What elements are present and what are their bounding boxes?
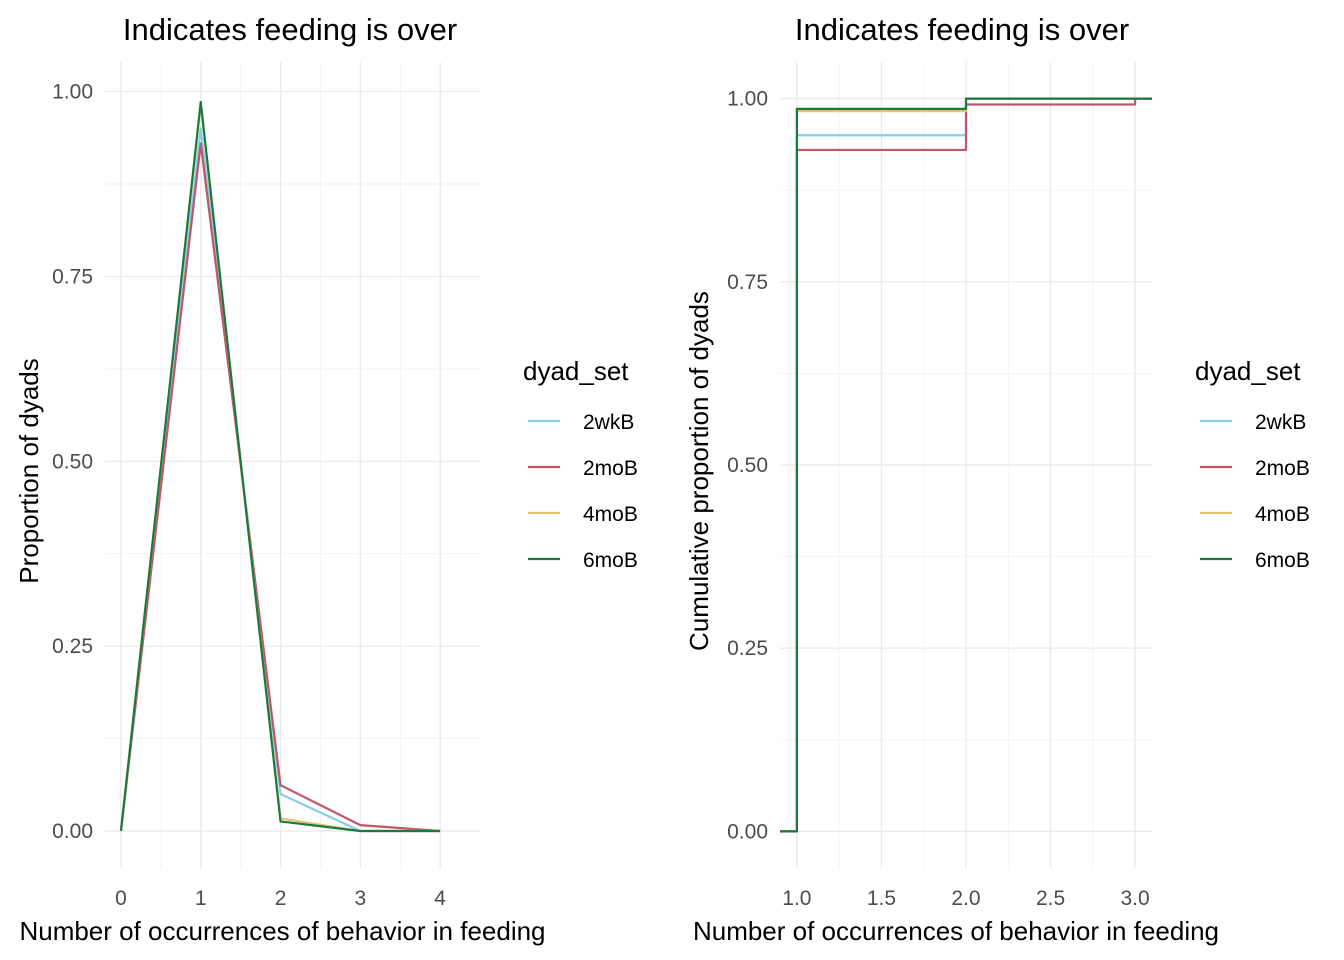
chart-title: Indicates feeding is over [123,12,457,47]
x-tick-label: 3 [354,887,366,910]
legend-label: 2moB [1255,457,1310,480]
y-tick-label: 0.00 [52,820,93,843]
legend-item-2moB: 2moB [528,457,638,480]
tick-labels: 0 1 2 3 4 0.00 0.25 0.50 0.75 1.00 [52,81,446,910]
series-line-6moB [780,97,1152,833]
series-lines [119,100,441,833]
x-tick-label: 1 [195,887,207,910]
legend-label: 2moB [583,457,638,480]
legend-label: 4moB [583,503,638,526]
chart-panel-1: 0 1 2 3 4 0.00 0.25 0.50 0.75 1.00 Indicates feedi… [14,12,638,946]
legend-title: dyad_set [523,356,629,386]
legend-label: 2wkB [1255,411,1306,434]
legend-item-6moB: 6moB [1200,549,1310,572]
tick-labels: 1.0 1.5 2.0 2.5 3.0 0.00 0.25 0.50 0.75 1.00 [727,88,1150,910]
y-axis-title: Cumulative proportion of dyads [684,291,714,651]
legend-item-4moB: 4moB [528,503,638,526]
y-tick-label: 0.25 [727,637,768,660]
y-tick-label: 0.75 [52,265,93,288]
y-tick-label: 1.00 [727,88,768,111]
legend-label: 2wkB [583,411,634,434]
y-tick-label: 0.25 [52,635,93,658]
legend-item-6moB: 6moB [528,549,638,572]
y-tick-label: 0.50 [727,454,768,477]
x-tick-label: 0 [115,887,127,910]
legend-label: 6moB [583,549,638,572]
legend-item-2moB: 2moB [1200,457,1310,480]
y-tick-label: 0.75 [727,271,768,294]
y-tick-label: 0.50 [52,450,93,473]
y-tick-label: 0.00 [727,820,768,843]
y-axis-title: Proportion of dyads [14,358,44,583]
x-tick-label: 1.0 [782,887,811,910]
x-tick-label: 2.0 [951,887,980,910]
legend: dyad_set 2wkB 2moB 4moB 6moB [1195,356,1310,572]
x-axis-title: Number of occurrences of behavior in fee… [693,916,1219,946]
x-tick-label: 3.0 [1120,887,1149,910]
series-line-6moB [119,100,441,833]
legend-label: 4moB [1255,503,1310,526]
y-tick-label: 1.00 [52,81,93,104]
legend-item-4moB: 4moB [1200,503,1310,526]
series-lines [780,97,1152,833]
legend-item-2wkB: 2wkB [528,411,634,434]
legend: dyad_set 2wkB 2moB 4moB 6moB [523,356,638,572]
legend-label: 6moB [1255,549,1310,572]
x-axis-title: Number of occurrences of behavior in fee… [19,916,545,946]
chart-title: Indicates feeding is over [795,12,1129,47]
chart-panel-2: 1.0 1.5 2.0 2.5 3.0 0.00 0.25 0.50 0.75 1.00 Indic… [684,12,1310,946]
x-tick-label: 1.5 [867,887,896,910]
series-line-2moB [119,142,441,833]
x-tick-label: 2.5 [1036,887,1065,910]
x-tick-label: 4 [434,887,446,910]
legend-item-2wkB: 2wkB [1200,411,1306,434]
x-tick-label: 2 [275,887,287,910]
legend-title: dyad_set [1195,356,1301,386]
gridlines [780,62,1152,868]
